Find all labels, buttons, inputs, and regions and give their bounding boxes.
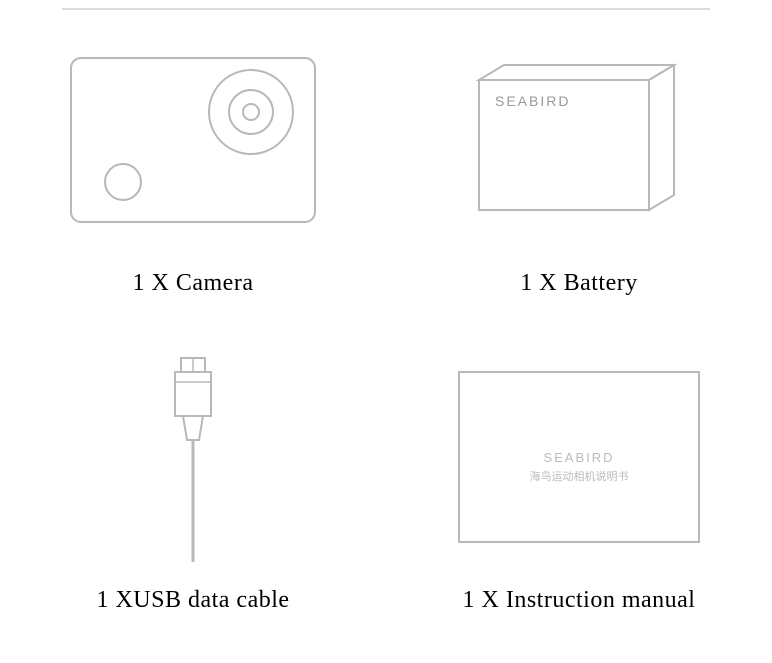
battery-label: 1 X Battery [520, 270, 637, 297]
battery-brand-text: SEABIRD [495, 93, 570, 109]
manual-label: 1 X Instruction manual [463, 587, 696, 614]
camera-label: 1 X Camera [133, 270, 254, 297]
usb-label: 1 XUSB data cable [96, 587, 289, 614]
item-camera: 1 X Camera [0, 30, 386, 297]
item-usb: 1 XUSB data cable [0, 347, 386, 614]
manual-brand-text: SEABIRD [543, 450, 614, 465]
top-divider [62, 8, 710, 10]
package-contents-grid: 1 X Camera SEABIRD 1 X Battery [0, 30, 772, 614]
item-battery: SEABIRD 1 X Battery [386, 30, 772, 297]
battery-illustration: SEABIRD [459, 30, 699, 250]
usb-illustration [133, 347, 253, 567]
manual-illustration: SEABIRD 海鸟运动相机说明书 [449, 347, 709, 567]
item-manual: SEABIRD 海鸟运动相机说明书 1 X Instruction manual [386, 347, 772, 614]
camera-illustration [63, 30, 323, 250]
manual-subtitle-text: 海鸟运动相机说明书 [530, 469, 629, 483]
